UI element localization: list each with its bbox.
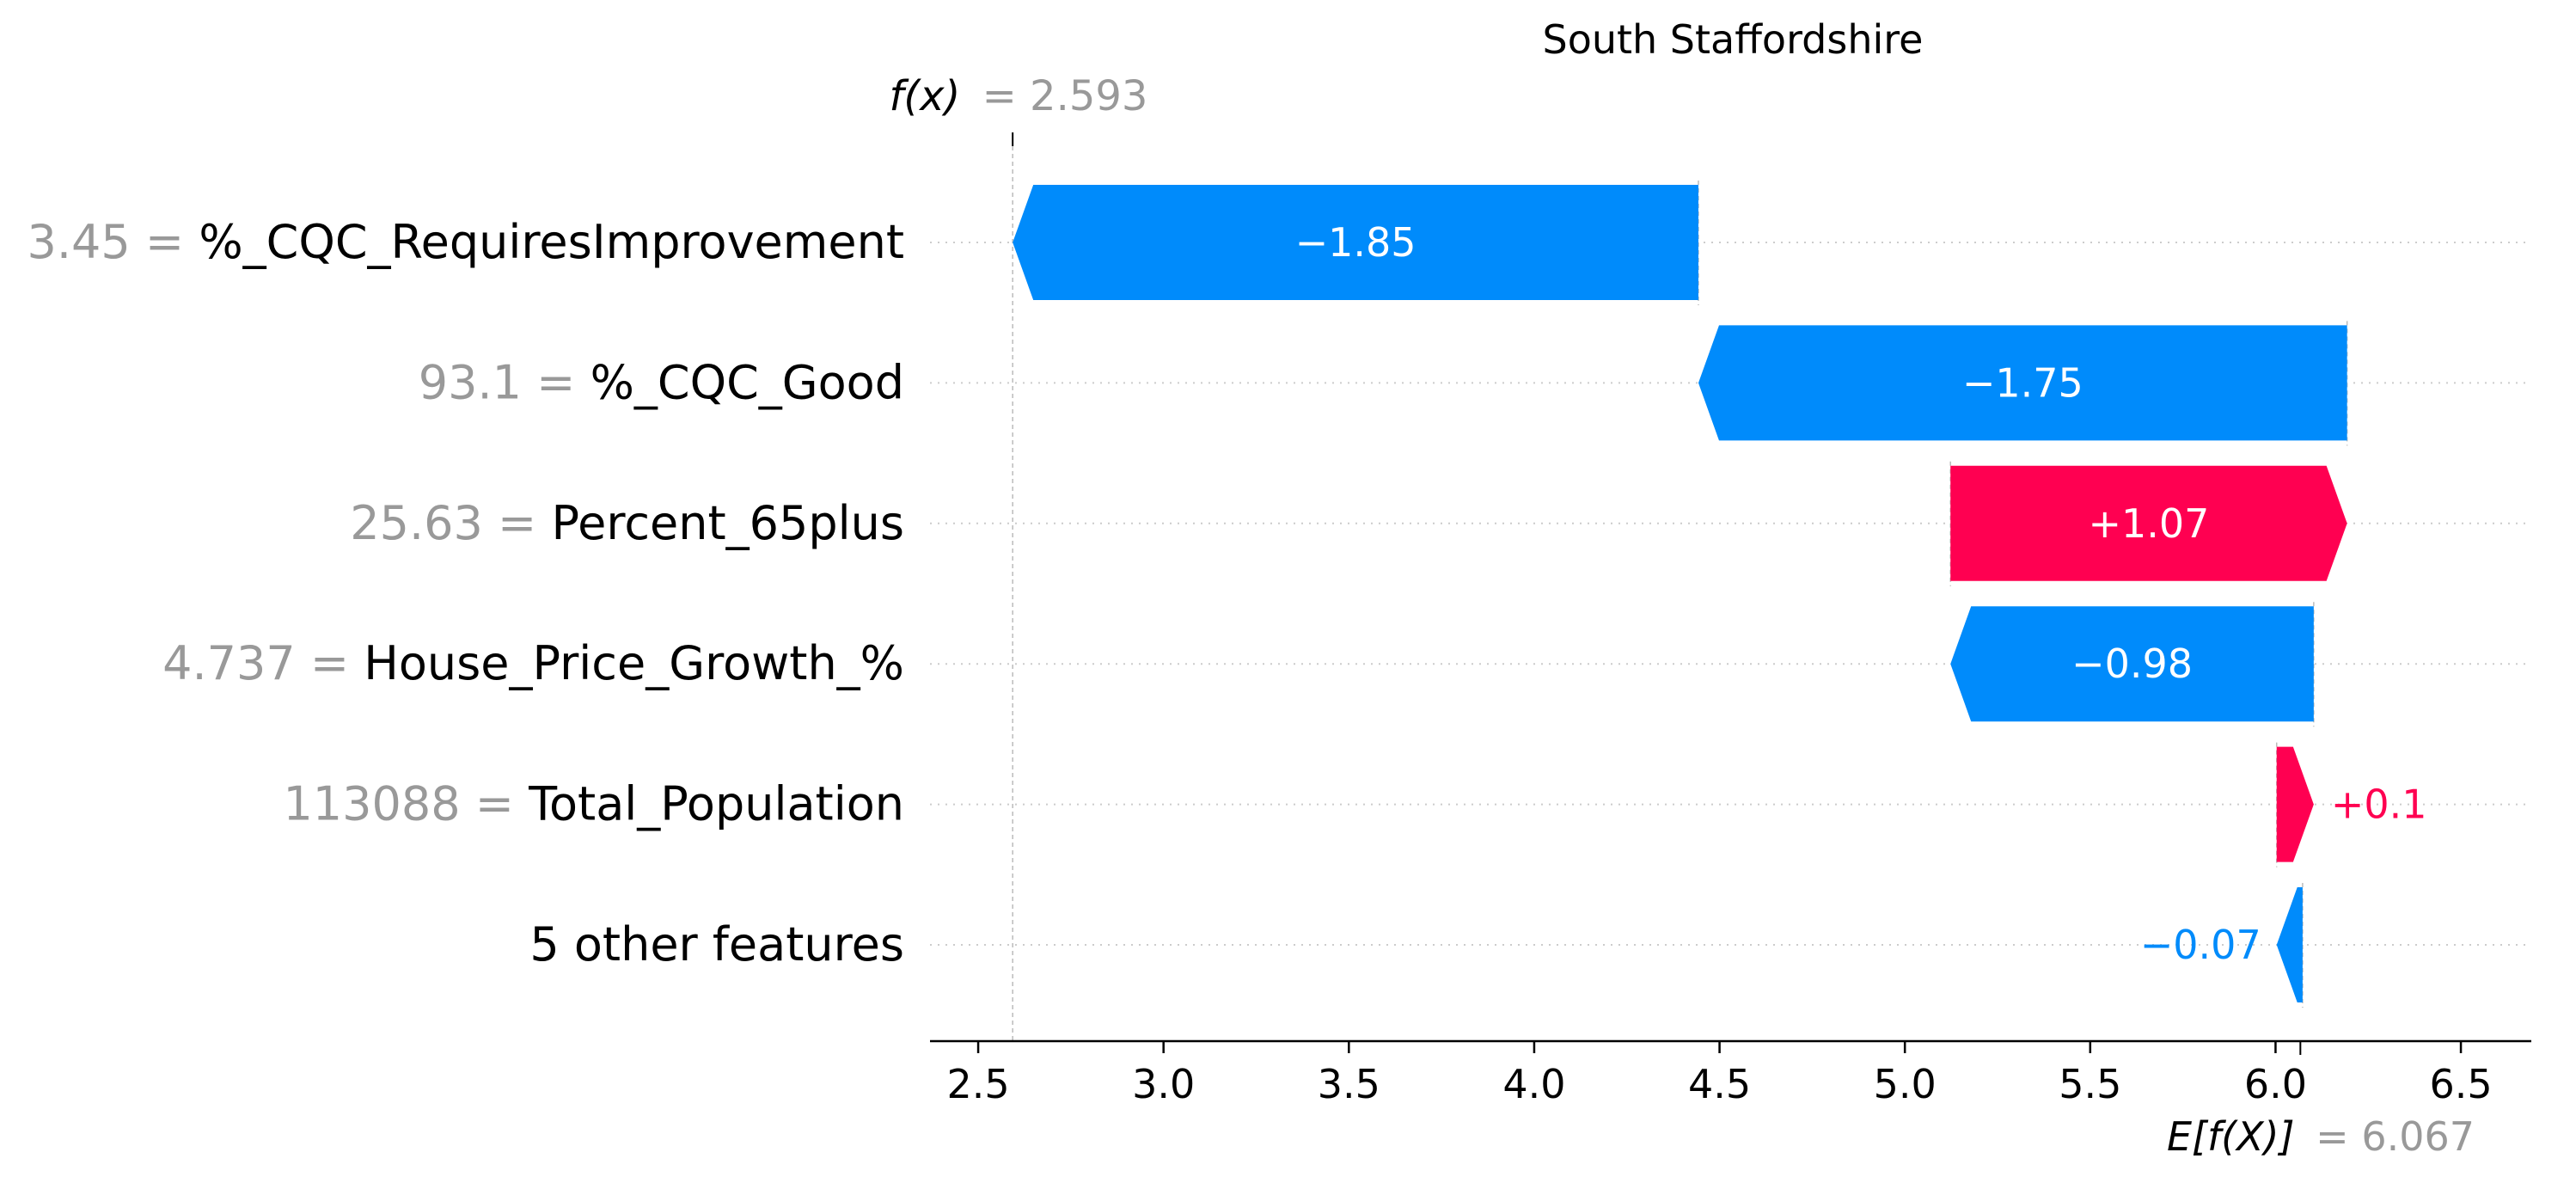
feature-labels: 3.45 = %_CQC_RequiresImprovement 93.1 = %… <box>28 215 905 972</box>
feature-name: %_CQC_RequiresImprovement <box>199 215 904 269</box>
feature-label: 3.45 = %_CQC_RequiresImprovement <box>28 215 905 269</box>
x-tick-label: 2.5 <box>946 1061 1009 1107</box>
feature-label: 25.63 = Percent_65plus <box>350 496 904 550</box>
svg-text:f(x) = 2.593: f(x) = 2.593 <box>890 72 1148 120</box>
contribution-label: −1.75 <box>1962 359 2083 406</box>
x-tick-label: 5.0 <box>1874 1061 1937 1107</box>
fx-value: = 2.593 <box>982 72 1148 120</box>
positive-bar <box>1950 465 2347 581</box>
contribution-label: −0.07 <box>2140 922 2261 968</box>
chart-title: South Staffordshire <box>1543 16 1924 63</box>
feature-value: 3.45 = <box>28 215 199 269</box>
contribution-labels: −1.85 −1.75 +1.07 −0.98 +0.1 −0.07 <box>1295 219 2427 968</box>
feature-label: 113088 = Total_Population <box>283 777 904 831</box>
feature-value: 113088 = <box>283 777 529 831</box>
negative-bar <box>1950 606 2314 722</box>
x-tick-label: 4.5 <box>1688 1061 1751 1107</box>
feature-label: 93.1 = %_CQC_Good <box>419 355 904 409</box>
x-tick-label: 6.5 <box>2429 1061 2492 1107</box>
feature-name: Total_Population <box>528 777 904 831</box>
fx-annotation: f(x) = 2.593 <box>890 72 1148 146</box>
feature-name: Percent_65plus <box>551 496 904 550</box>
x-tick-label: 4.0 <box>1502 1061 1565 1107</box>
negative-bar <box>1698 325 2347 441</box>
feature-label: 5 other features <box>529 917 904 972</box>
base-value-number: = 6.067 <box>2316 1113 2475 1160</box>
x-tick-label: 5.5 <box>2059 1061 2121 1107</box>
fx-symbol: f(x) <box>890 72 961 120</box>
positive-bar <box>2276 746 2314 862</box>
feature-label: 4.737 = House_Price_Growth_% <box>162 636 904 690</box>
svg-text:E[f(X)] = 6.067: E[f(X)] = 6.067 <box>2167 1113 2475 1160</box>
feature-name: 5 other features <box>529 917 904 972</box>
x-axis-ticks: 2.5 3.0 3.5 4.0 4.5 5.0 5.5 6.0 6.5 <box>946 1041 2493 1107</box>
x-tick-label: 3.5 <box>1318 1061 1380 1107</box>
x-tick-label: 3.0 <box>1132 1061 1195 1107</box>
feature-value: 25.63 = <box>350 496 551 550</box>
x-tick-label: 6.0 <box>2244 1061 2307 1107</box>
base-value-annotation: E[f(X)] = 6.067 <box>2167 1041 2475 1160</box>
negative-bar <box>1013 185 1698 300</box>
contribution-bars <box>1013 185 2347 1002</box>
contribution-label: −1.85 <box>1295 219 1416 266</box>
contribution-label: +1.07 <box>2088 500 2209 547</box>
feature-value: 4.737 = <box>162 636 364 690</box>
base-value-symbol: E[f(X)] <box>2167 1113 2295 1160</box>
contribution-label: −0.98 <box>2071 641 2193 687</box>
feature-name: House_Price_Growth_% <box>364 636 904 690</box>
contribution-label: +0.1 <box>2331 782 2427 828</box>
feature-value: 93.1 = <box>419 355 590 409</box>
feature-name: %_CQC_Good <box>590 355 904 409</box>
negative-bar <box>2276 887 2303 1002</box>
